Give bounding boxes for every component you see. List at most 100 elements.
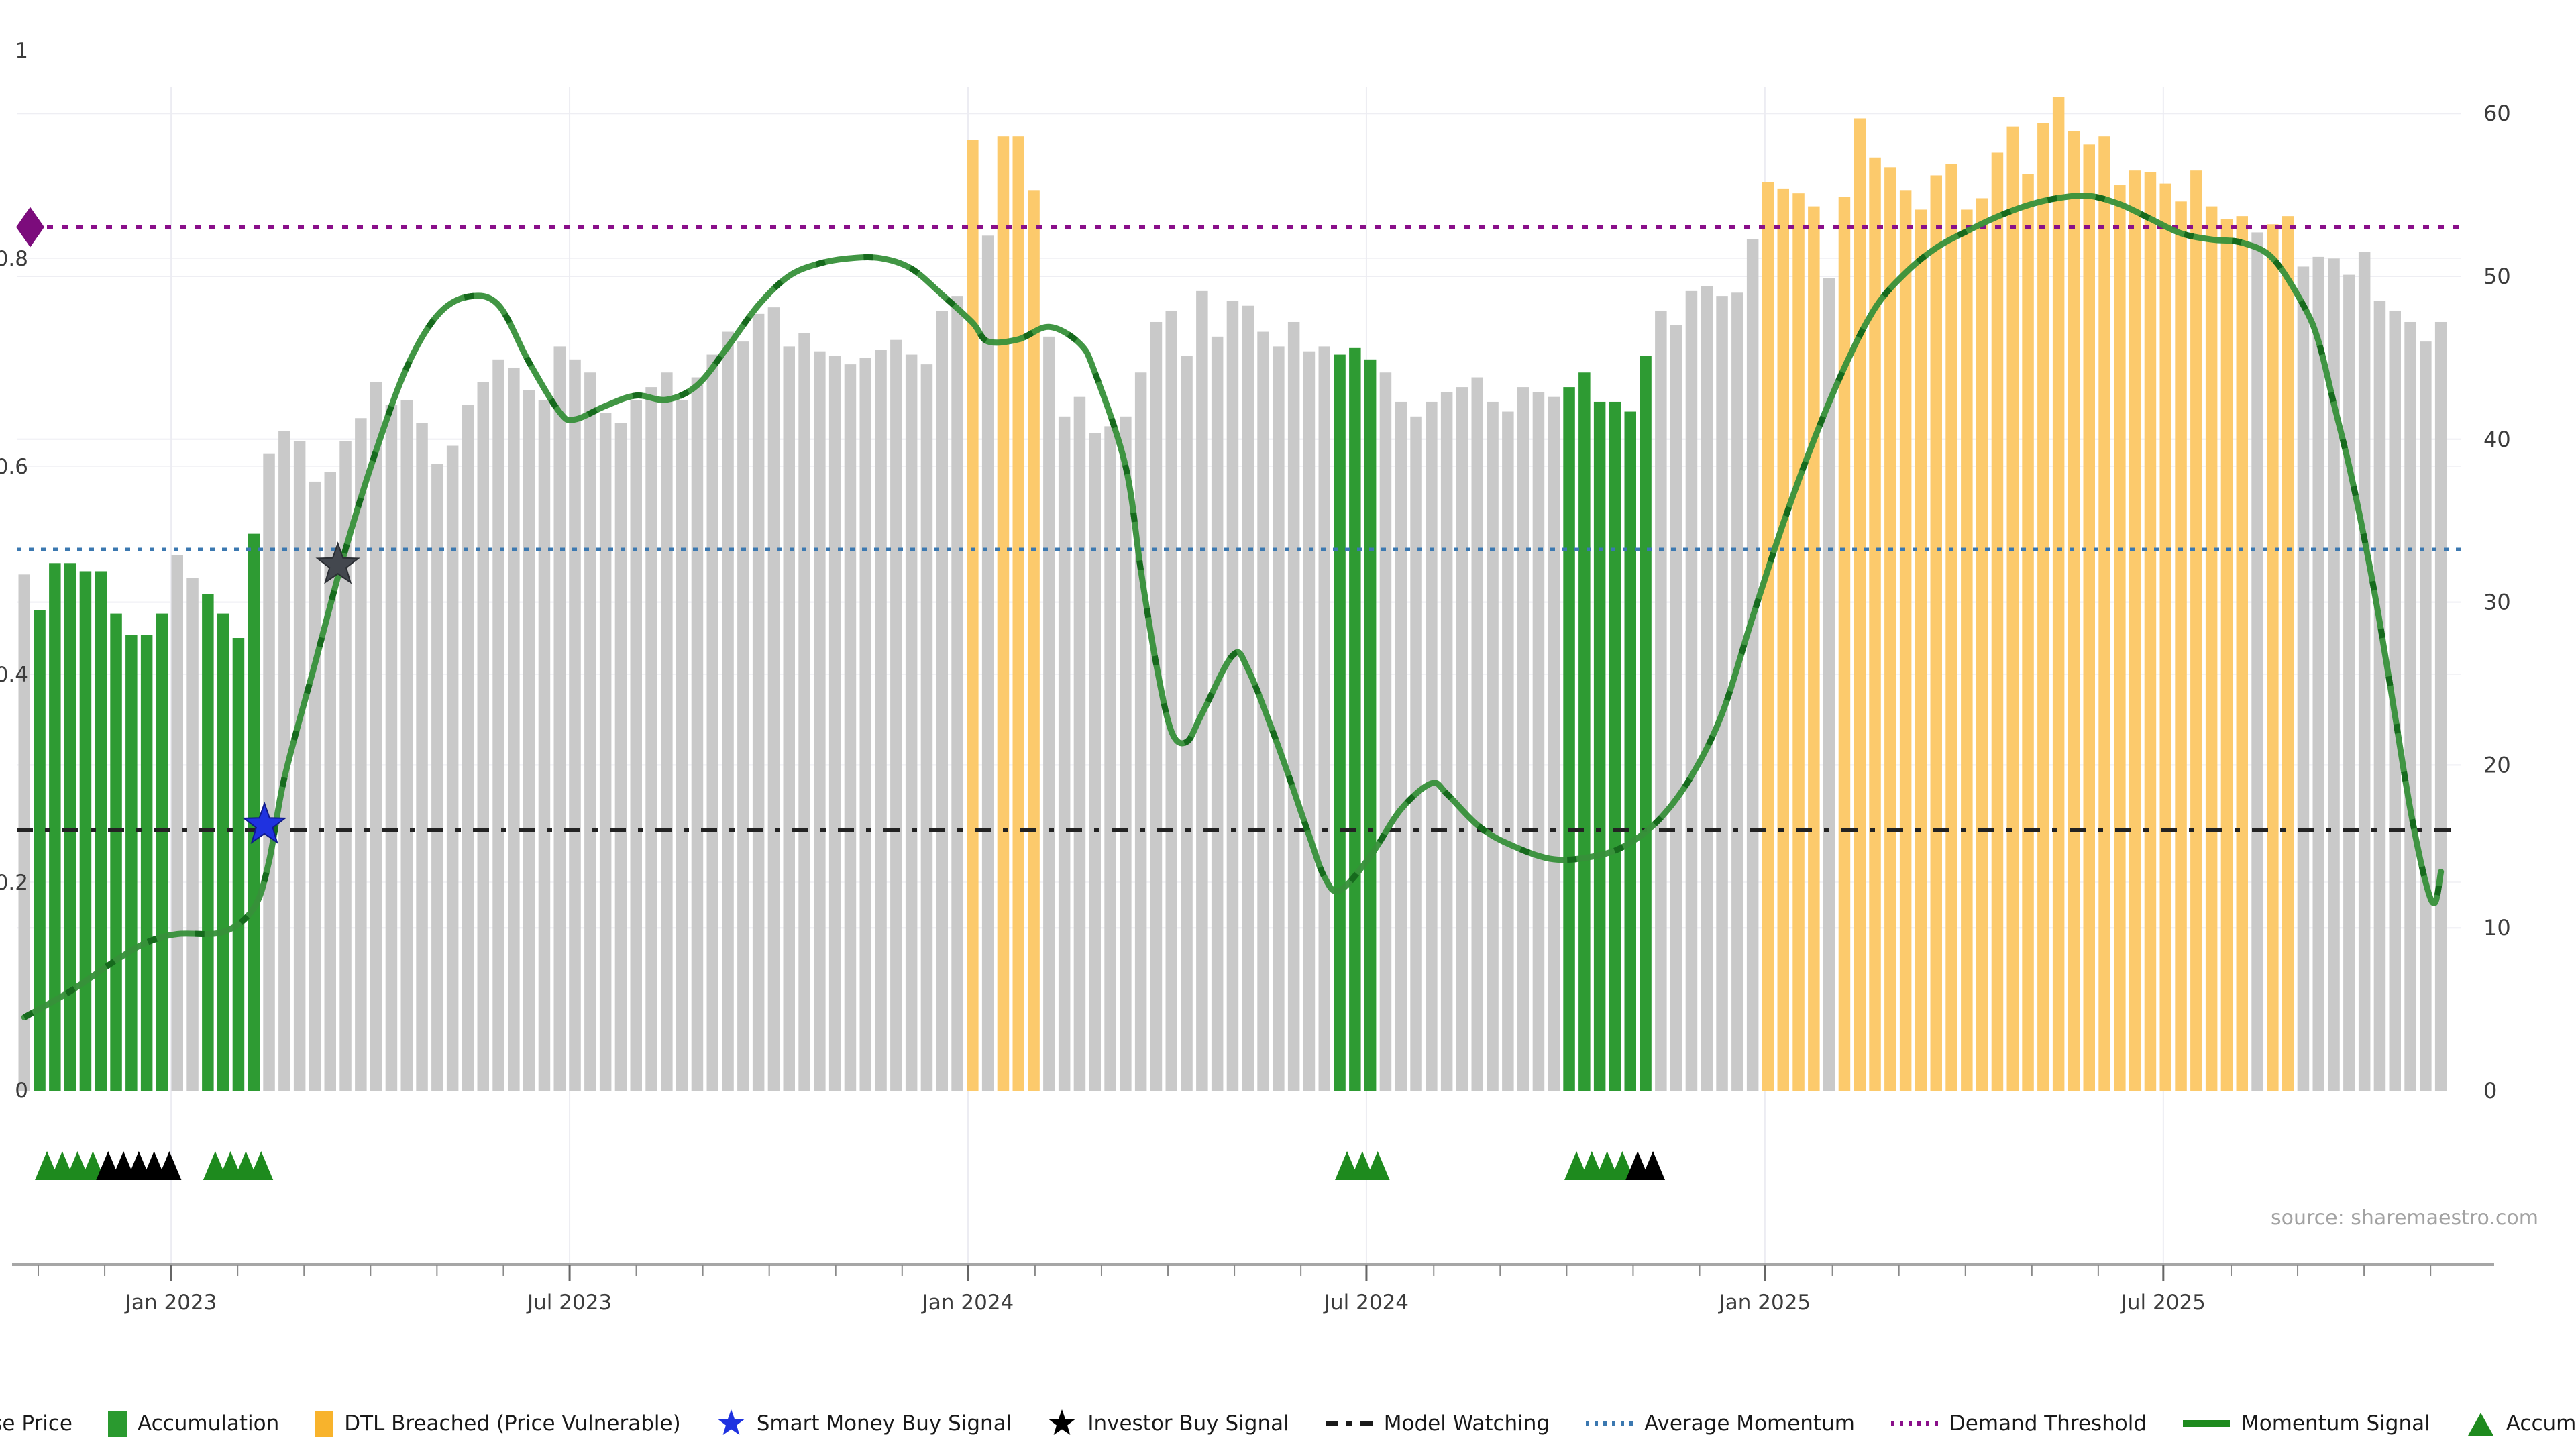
- price-bar: [293, 441, 306, 1091]
- price-bar: [1532, 392, 1545, 1091]
- price-bar: [1976, 198, 1988, 1091]
- black-accumulation-triangle-icon: [96, 1151, 121, 1180]
- price-bar: [2251, 232, 2263, 1091]
- dashed-line-icon: [1324, 1409, 1374, 1438]
- price-bar: [1242, 305, 1254, 1091]
- price-bar: [2144, 172, 2157, 1091]
- right-axis-tick-label: 30: [2483, 590, 2511, 615]
- price-bar: [523, 390, 535, 1091]
- legend-label: Smart Money Buy Signal: [756, 1411, 1012, 1436]
- price-bar: [309, 481, 321, 1091]
- price-bar: [2159, 183, 2171, 1091]
- left-axis-tick-label: 0.4: [0, 663, 28, 687]
- left-axis-tick-label: 0.6: [0, 455, 28, 479]
- green-accumulation-triangle-icon: [218, 1151, 243, 1180]
- price-bar: [1364, 359, 1377, 1091]
- price-bar: [584, 372, 596, 1091]
- price-bar: [1349, 347, 1361, 1091]
- price-bar: [1701, 286, 1713, 1091]
- price-bar: [630, 400, 642, 1091]
- green-accumulation-triangle-icon: [1579, 1151, 1604, 1180]
- accumulation-triangle-markers: [35, 1151, 1666, 1180]
- price-bar: [2175, 201, 2187, 1091]
- price-bar: [722, 331, 734, 1091]
- price-bar: [767, 307, 780, 1091]
- price-bar: [538, 400, 551, 1091]
- right-axis-tick-label: 60: [2483, 101, 2511, 126]
- price-bar: [1655, 310, 1667, 1091]
- price-bar: [1731, 292, 1743, 1091]
- right-axis-tick-label: 20: [2483, 752, 2511, 777]
- price-bar: [1869, 157, 1881, 1091]
- green-accumulation-triangle-icon: [65, 1151, 90, 1180]
- right-axis-tick-label: 50: [2483, 264, 2511, 289]
- demand-threshold-diamond-icon: [16, 207, 44, 248]
- price-bar: [1379, 372, 1392, 1091]
- price-bar: [2037, 123, 2049, 1091]
- green-accumulation-triangle-icon: [1365, 1151, 1390, 1180]
- price-bar: [936, 310, 948, 1091]
- price-bar: [370, 382, 382, 1091]
- price-bar: [569, 359, 581, 1091]
- price-bar: [1211, 336, 1224, 1091]
- price-bar: [1318, 346, 1330, 1091]
- price-bar: [875, 350, 887, 1091]
- price-bar: [967, 140, 979, 1091]
- price-bar: [1487, 401, 1499, 1091]
- price-bar: [1838, 197, 1851, 1091]
- legend-label: Average Momentum: [1644, 1411, 1855, 1436]
- price-bar: [1746, 239, 1759, 1091]
- black-accumulation-triangle-icon: [126, 1151, 151, 1180]
- price-bar: [1303, 351, 1316, 1091]
- price-bar: [2083, 144, 2095, 1091]
- price-bar: [140, 635, 153, 1091]
- green-triangle-icon: [2465, 1409, 2496, 1438]
- price-bar: [951, 296, 963, 1091]
- price-bar: [446, 445, 459, 1091]
- price-bar: [1104, 426, 1116, 1091]
- price-bar: [814, 351, 826, 1091]
- price-bar: [2114, 185, 2126, 1091]
- price-bar: [2420, 341, 2432, 1091]
- price-bar: [890, 339, 902, 1091]
- black-accumulation-triangle-icon: [157, 1151, 182, 1180]
- price-bar: [1028, 190, 1040, 1091]
- legend-label: Accumulation: [2506, 1411, 2576, 1436]
- price-bar: [171, 555, 183, 1091]
- price-bar: [1334, 354, 1346, 1091]
- price-bar: [2022, 174, 2034, 1091]
- price-bar: [1440, 392, 1453, 1091]
- price-bar: [2343, 274, 2355, 1091]
- legend-label: Demand Threshold: [1949, 1411, 2147, 1436]
- legend-item-accumulation-markers: Accumulation: [2465, 1409, 2576, 1438]
- legend-item-dtl-breached: DTL Breached (Price Vulnerable): [314, 1409, 681, 1438]
- black-accumulation-triangle-icon: [111, 1151, 136, 1180]
- price-bar: [2404, 321, 2416, 1091]
- price-bar: [1762, 182, 1774, 1091]
- price-bar: [18, 574, 30, 1091]
- price-bar: [1181, 356, 1193, 1091]
- green-accumulation-triangle-icon: [233, 1151, 258, 1180]
- price-bar: [920, 364, 933, 1091]
- price-bar: [492, 359, 504, 1091]
- price-bar: [905, 354, 918, 1091]
- price-bar: [1226, 301, 1239, 1091]
- green-accumulation-triangle-icon: [203, 1151, 227, 1180]
- price-bar: [110, 613, 122, 1091]
- price-bar: [2205, 206, 2218, 1091]
- price-bar: [2190, 170, 2202, 1091]
- price-bar: [64, 563, 76, 1091]
- price-bar: [2006, 126, 2019, 1091]
- price-bar: [553, 346, 566, 1091]
- price-bar: [1073, 396, 1086, 1091]
- price-bar: [2312, 256, 2324, 1091]
- price-bar: [1165, 310, 1177, 1091]
- price-bar: [1593, 401, 1606, 1091]
- price-bar: [2052, 97, 2065, 1091]
- left-axis-tick-label: 0: [15, 1079, 28, 1103]
- price-bar: [1273, 346, 1285, 1091]
- green-line-icon: [2182, 1409, 2231, 1438]
- green-accumulation-triangle-icon: [80, 1151, 105, 1180]
- legend-item-accumulation-bars: Accumulation: [107, 1409, 279, 1438]
